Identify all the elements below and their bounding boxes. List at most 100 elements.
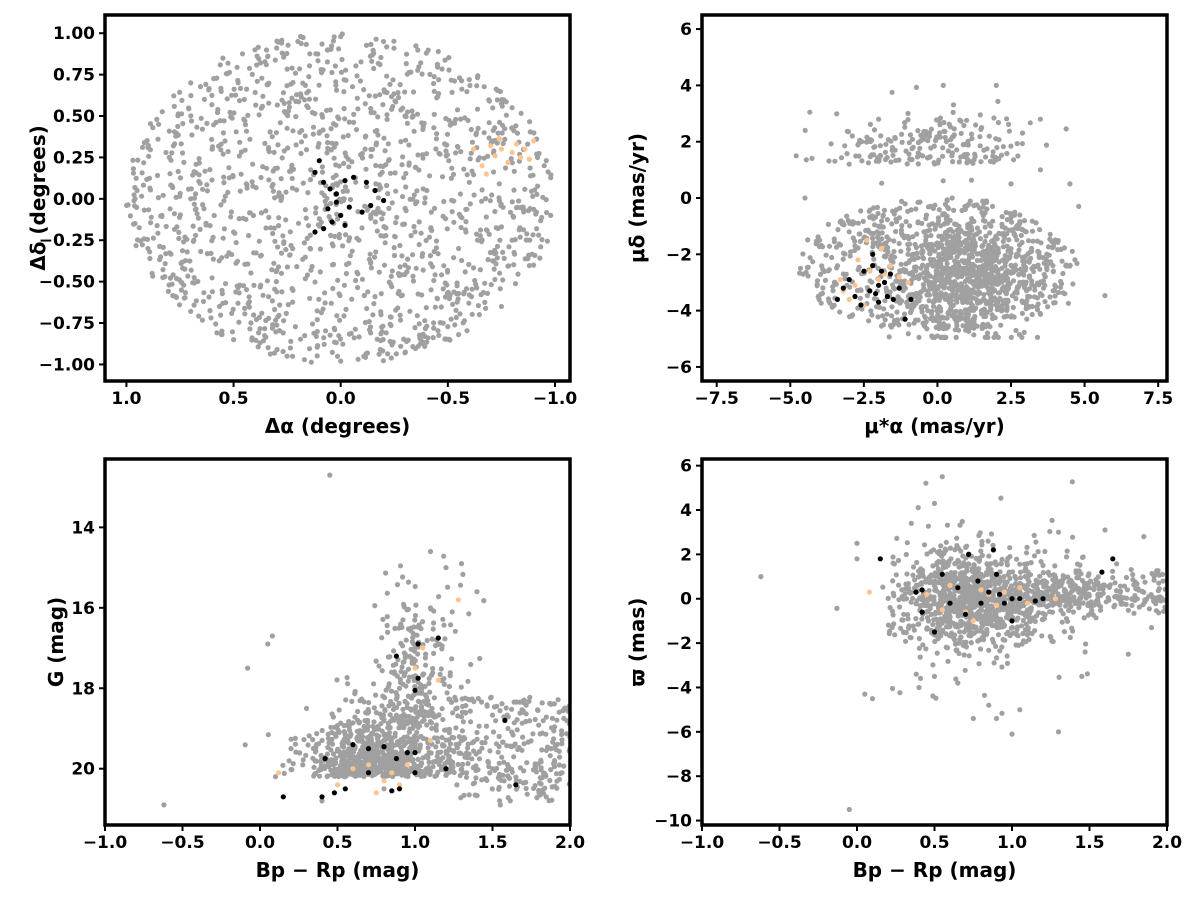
field-star-point — [548, 725, 555, 731]
field-star-point — [402, 113, 408, 119]
field-star-point — [474, 729, 480, 736]
field-star-point — [237, 85, 244, 91]
field-star-point — [368, 741, 374, 748]
field-star-point — [244, 86, 250, 92]
field-star-point — [166, 128, 172, 134]
field-star-point — [880, 322, 887, 328]
field-star-point — [479, 745, 485, 751]
field-star-point — [947, 269, 954, 275]
field-star-point — [286, 758, 292, 764]
field-star-point — [426, 759, 432, 766]
field-star-point — [171, 211, 177, 217]
field-star-point — [858, 287, 864, 293]
field-star-point — [385, 141, 391, 147]
field-star-point — [924, 155, 931, 161]
field-star-point — [940, 82, 946, 88]
field-star-point — [953, 297, 960, 303]
field-star-point — [1004, 217, 1010, 223]
field-star-point — [912, 241, 918, 248]
field-star-point — [306, 733, 312, 739]
field-star-point — [434, 131, 440, 137]
x-tick-label: 0.5 — [322, 833, 352, 853]
field-star-point — [1026, 259, 1032, 265]
field-star-point — [237, 139, 243, 145]
field-star-point — [328, 724, 334, 730]
field-star-point — [226, 250, 232, 256]
field-star-point — [380, 102, 386, 108]
field-star-point — [481, 598, 487, 604]
field-star-point — [385, 191, 391, 197]
field-star-point — [343, 232, 349, 238]
field-star-point — [167, 275, 173, 281]
field-star-point — [363, 133, 369, 139]
x-tick-label: −2.5 — [842, 389, 886, 409]
field-star-point — [997, 295, 1003, 301]
field-star-point — [1052, 282, 1058, 288]
field-star-point — [404, 120, 410, 126]
field-star-point — [422, 655, 428, 661]
field-star-point — [459, 728, 465, 734]
field-star-point — [963, 141, 970, 148]
field-star-point — [285, 42, 291, 48]
field-star-point — [483, 196, 489, 202]
field-star-point — [347, 733, 353, 739]
field-star-point — [216, 258, 222, 264]
field-star-point — [474, 237, 481, 243]
field-star-point — [385, 629, 391, 636]
field-star-point — [898, 261, 904, 267]
field-star-point — [181, 295, 187, 301]
field-star-point — [420, 671, 426, 677]
field-star-point — [306, 74, 312, 80]
field-star-point — [949, 313, 955, 319]
field-star-point — [290, 246, 296, 252]
field-star-point — [462, 115, 468, 121]
field-star-point — [1005, 285, 1012, 291]
field-star-point — [209, 146, 215, 152]
field-star-point — [320, 127, 326, 133]
group-b-point — [368, 202, 374, 209]
field-star-point — [353, 773, 359, 779]
field-star-point — [245, 665, 251, 671]
field-star-point — [346, 119, 352, 125]
field-star-point — [524, 760, 530, 766]
field-star-point — [933, 136, 939, 142]
field-star-point — [329, 262, 336, 268]
field-star-point — [1063, 603, 1069, 609]
field-star-point — [289, 353, 296, 359]
field-star-point — [416, 241, 422, 248]
group-a-point — [483, 171, 489, 177]
field-star-point — [918, 265, 924, 271]
field-star-point — [530, 193, 536, 199]
field-star-point — [324, 59, 330, 65]
field-star-point — [497, 798, 503, 804]
field-star-point — [449, 165, 455, 171]
group-a-point — [498, 146, 504, 152]
field-star-point — [517, 778, 523, 785]
field-star-point — [275, 244, 281, 250]
field-star-point — [281, 148, 287, 154]
field-star-point — [354, 95, 360, 101]
field-star-point — [441, 681, 447, 688]
field-star-point — [209, 275, 215, 281]
field-star-point — [329, 69, 335, 76]
group-a-point — [867, 268, 873, 274]
field-star-point — [456, 245, 462, 252]
field-star-point — [352, 714, 358, 720]
field-star-point — [344, 675, 350, 681]
field-star-point — [922, 315, 929, 321]
field-star-point — [336, 46, 342, 52]
field-star-point — [459, 78, 465, 84]
field-star-point — [402, 89, 408, 95]
field-star-point — [929, 247, 935, 253]
field-star-point — [826, 158, 832, 164]
field-star-point — [508, 156, 514, 162]
field-star-point — [331, 325, 337, 331]
field-star-point — [249, 335, 255, 341]
field-star-point — [383, 330, 389, 336]
field-star-point — [1076, 203, 1082, 209]
field-star-point — [159, 109, 165, 115]
field-star-point — [499, 130, 505, 136]
field-star-point — [260, 93, 266, 99]
field-star-point — [301, 240, 307, 246]
field-star-point — [928, 126, 935, 132]
